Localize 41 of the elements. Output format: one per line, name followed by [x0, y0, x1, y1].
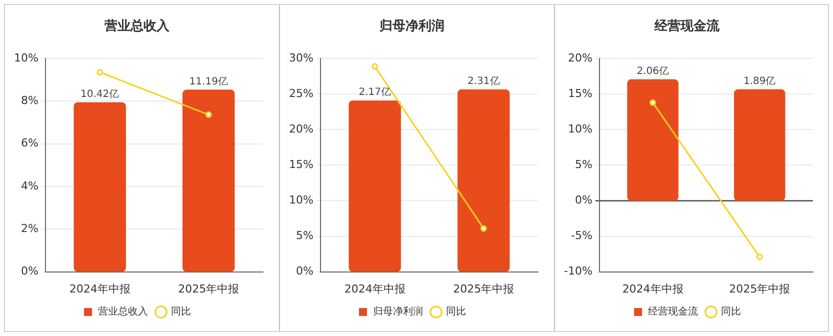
chart-title: 归母净利润	[378, 18, 444, 34]
data-label: 11.19亿	[189, 76, 228, 88]
y-tick-label: 10%	[14, 51, 38, 64]
y-tick-label: 0%	[574, 194, 592, 207]
y-tick-label: 2%	[20, 222, 38, 236]
y-tick-label: 0%	[20, 264, 38, 278]
y-tick-label: 6%	[20, 136, 38, 150]
x-tick-label: 2025年中报	[178, 282, 240, 296]
y-tick-label: 0%	[296, 264, 314, 278]
legend-label: 营业总收入	[98, 306, 148, 318]
chart-title: 经营现金流	[654, 18, 720, 34]
y-tick-label: 10%	[288, 194, 314, 207]
y-tick-label: 30%	[288, 51, 314, 64]
y-tick-label: -10%	[564, 264, 592, 278]
data-label: 2.06亿	[636, 66, 669, 77]
y-tick-label: 20%	[568, 51, 592, 64]
legend-label: 同比	[721, 306, 741, 318]
y-tick-label: 15%	[568, 86, 592, 100]
x-tick-label: 2024年中报	[69, 282, 130, 296]
x-tick-label: 2024年中报	[344, 282, 406, 296]
y-tick-label: 5%	[296, 229, 314, 242]
x-tick-label: 2025年中报	[729, 282, 790, 296]
chart-title: 营业总收入	[104, 18, 170, 34]
data-label: 2.17亿	[358, 87, 391, 98]
legend-label: 同比	[446, 306, 466, 318]
data-label: 10.42亿	[80, 88, 120, 100]
data-label: 1.89亿	[743, 76, 776, 87]
legend-label: 归母净利润	[373, 306, 423, 318]
legend-label: 经营现金流	[648, 306, 698, 318]
y-tick-label: 4%	[20, 179, 38, 192]
legend-label: 同比	[171, 306, 191, 318]
data-label: 2.31亿	[467, 76, 500, 87]
y-tick-label: 10%	[568, 122, 592, 136]
x-tick-label: 2025年中报	[453, 282, 514, 296]
y-tick-label: -5%	[570, 229, 592, 242]
y-tick-label: 8%	[20, 94, 38, 108]
y-tick-label: 15%	[288, 158, 314, 172]
x-tick-label: 2024年中报	[622, 282, 684, 296]
y-tick-label: 20%	[288, 122, 314, 136]
y-tick-label: 25%	[288, 86, 314, 100]
y-tick-label: 5%	[574, 158, 592, 172]
